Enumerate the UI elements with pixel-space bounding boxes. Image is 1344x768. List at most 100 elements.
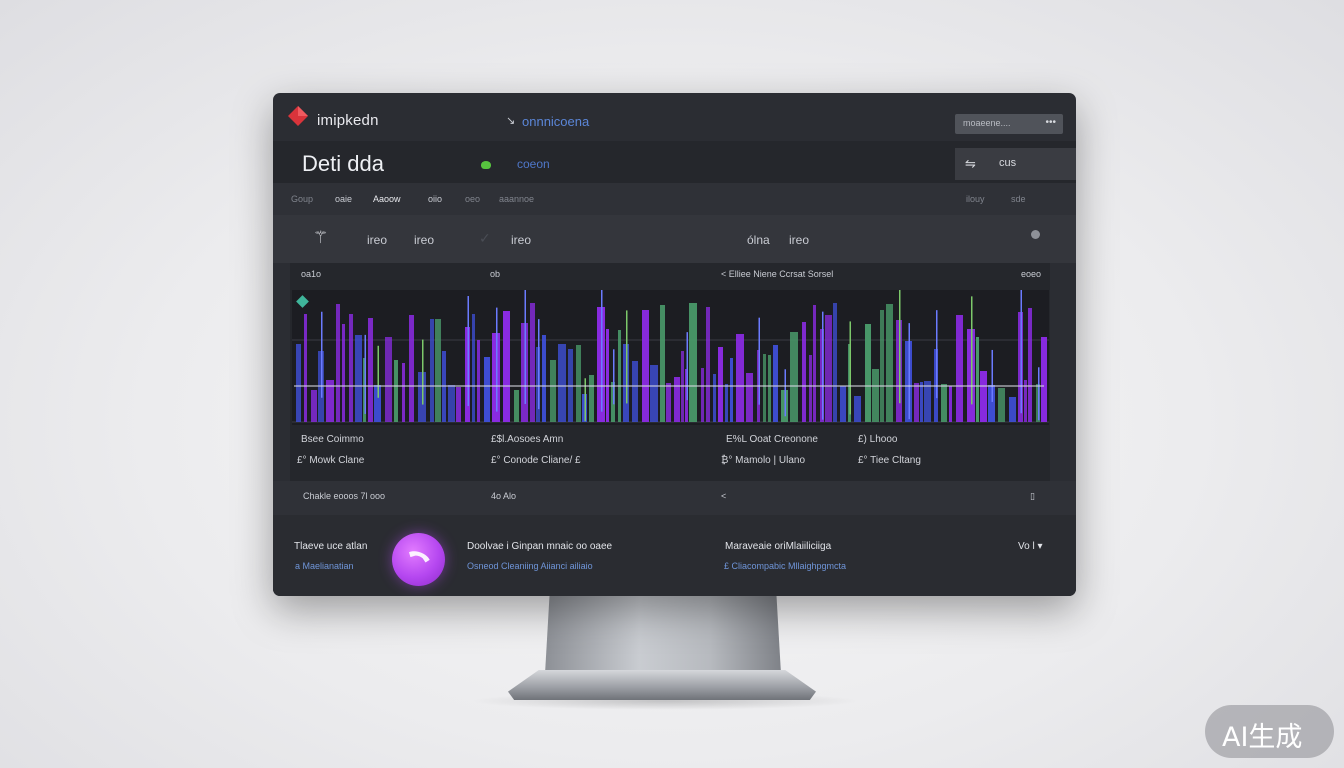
tab-2[interactable]: oaie	[335, 194, 353, 204]
chart-bar	[976, 337, 979, 422]
toolbar-item-4[interactable]: ólna	[747, 233, 770, 247]
stat-5: £° Mowk Clane	[297, 455, 365, 466]
chart-bar-wick	[364, 334, 366, 414]
chart-bar	[336, 304, 340, 422]
tabs-bar	[273, 183, 1076, 215]
tab-6[interactable]: aaannoe	[499, 194, 535, 204]
search-input[interactable]: moaeene.... •••	[955, 114, 1063, 134]
chart-bar	[1041, 337, 1047, 422]
chart-bar	[632, 361, 638, 422]
chart-bar-wick	[584, 378, 586, 422]
toolbar-indicator-icon[interactable]	[1031, 230, 1040, 239]
filter-button[interactable]: ⇋ cus	[955, 148, 1076, 180]
chart-bar	[304, 314, 307, 422]
chart-bar	[514, 390, 519, 422]
brand-name[interactable]: imipkedn	[317, 112, 379, 129]
toolbar-item-1[interactable]: ireo	[367, 233, 388, 247]
chart-header-center: < Elliee Niene Ccrsat Sorsel	[721, 269, 834, 279]
chart-bar	[650, 365, 658, 422]
tab-1[interactable]: Goup	[291, 194, 314, 204]
toolbar-item-3[interactable]: ireo	[511, 233, 532, 247]
toolbar	[273, 215, 1076, 263]
stat-4: £) Lhooo	[858, 434, 898, 445]
nav-link[interactable]: onnnicoena	[522, 114, 590, 129]
chart-bar-wick	[971, 296, 973, 405]
bottom-col2-title: Doolvae i Ginpan mnaic oo oaee	[467, 541, 613, 552]
chart-bar	[435, 319, 441, 422]
nav-arrow-icon: ↘	[506, 115, 516, 127]
call-button[interactable]	[392, 533, 445, 586]
chart-bar	[746, 373, 753, 422]
bottom-col1-title: Tlaeve uce atlan	[294, 541, 368, 552]
chart-bar	[833, 303, 837, 422]
chart-bar	[872, 369, 879, 422]
tab-5[interactable]: oeo	[465, 194, 481, 204]
chart-bar	[941, 384, 947, 422]
filter-icon: ⇋	[965, 156, 976, 171]
chart-bar	[713, 374, 716, 422]
chart-bar	[326, 380, 334, 422]
chart-bar-wick	[538, 319, 540, 410]
chart-bar-wick	[613, 349, 615, 405]
toolbar-item-2[interactable]: ireo	[414, 233, 435, 247]
toolbar-item-5[interactable]: ireo	[789, 233, 810, 247]
search-options-icon[interactable]: •••	[1045, 117, 1056, 128]
tab-right-1[interactable]: ilouy	[966, 194, 985, 204]
chart-bar	[618, 330, 621, 422]
bar-chart[interactable]	[292, 290, 1049, 425]
chart-bar-wick	[758, 317, 760, 405]
chart-bar	[880, 310, 884, 422]
watermark-text: AI生成	[1222, 722, 1303, 753]
chart-bar	[854, 396, 861, 422]
stat-2: £$l.Aosoes Amn	[491, 434, 564, 445]
monitor-stand-neck	[545, 592, 781, 674]
chart-bar-wick	[1038, 367, 1040, 421]
bottom-col1-sub[interactable]: a Maelianatian	[295, 561, 354, 571]
monitor-screen: imipkedn ↘ onnnicoena moaeene.... ••• De…	[273, 93, 1076, 596]
chart-bar	[448, 385, 455, 422]
title-row	[273, 141, 1076, 183]
chart-bar-wick	[936, 310, 938, 399]
chart-bar	[949, 386, 952, 422]
bottom-col2-sub[interactable]: Osneod Cleaniing Aiianci ailiaio	[467, 561, 593, 571]
chart-bar-wick	[377, 345, 379, 398]
chart-bar-wick	[1020, 290, 1022, 414]
footer-back-icon[interactable]: <	[721, 491, 727, 501]
chart-marker-icon	[296, 295, 309, 308]
tab-4[interactable]: oiio	[428, 194, 443, 204]
chart-bar-wick	[524, 290, 526, 404]
chart-bar	[1028, 308, 1032, 422]
chart-bar	[674, 377, 680, 422]
chart-bar	[998, 388, 1005, 422]
chart-bar-wick	[321, 311, 323, 398]
status-label[interactable]: coeon	[517, 157, 550, 171]
chart-bar	[718, 347, 723, 422]
bottom-col3-sub[interactable]: £ Cliacompabic Mllaighpgmcta	[724, 561, 847, 571]
stat-7: ₿° Mamolo | Ulano	[721, 455, 806, 466]
chart-bar	[558, 344, 566, 422]
check-icon[interactable]: ✓	[479, 230, 491, 246]
chart-bar	[706, 307, 710, 422]
chart-bar	[472, 314, 475, 422]
chart-bar	[886, 304, 893, 422]
chart-bar	[349, 314, 353, 422]
tab-right-2[interactable]: sde	[1011, 194, 1026, 204]
volume-dropdown[interactable]: Vo l ▾	[1018, 541, 1043, 552]
footer-left: Chakle eooos 7l ooo	[303, 491, 386, 501]
chart-bar-wick	[899, 290, 901, 404]
chart-bar	[430, 319, 434, 422]
chart-bar	[689, 303, 697, 422]
runner-icon[interactable]: ⚚	[313, 228, 329, 247]
tab-3-active[interactable]: Aaoow	[373, 194, 401, 204]
phone-icon	[409, 551, 430, 563]
footer-right-icon[interactable]: ▯	[1030, 491, 1035, 501]
chart-bar	[666, 383, 671, 422]
monitor-stand-base	[508, 670, 816, 700]
chart-bar	[576, 345, 581, 422]
chart-bar	[530, 303, 535, 422]
footer-bar	[273, 481, 1076, 515]
chart-bar	[956, 315, 963, 422]
chart-bar-wick	[908, 323, 910, 420]
chart-bar	[736, 334, 744, 422]
chart-bar	[542, 335, 546, 422]
